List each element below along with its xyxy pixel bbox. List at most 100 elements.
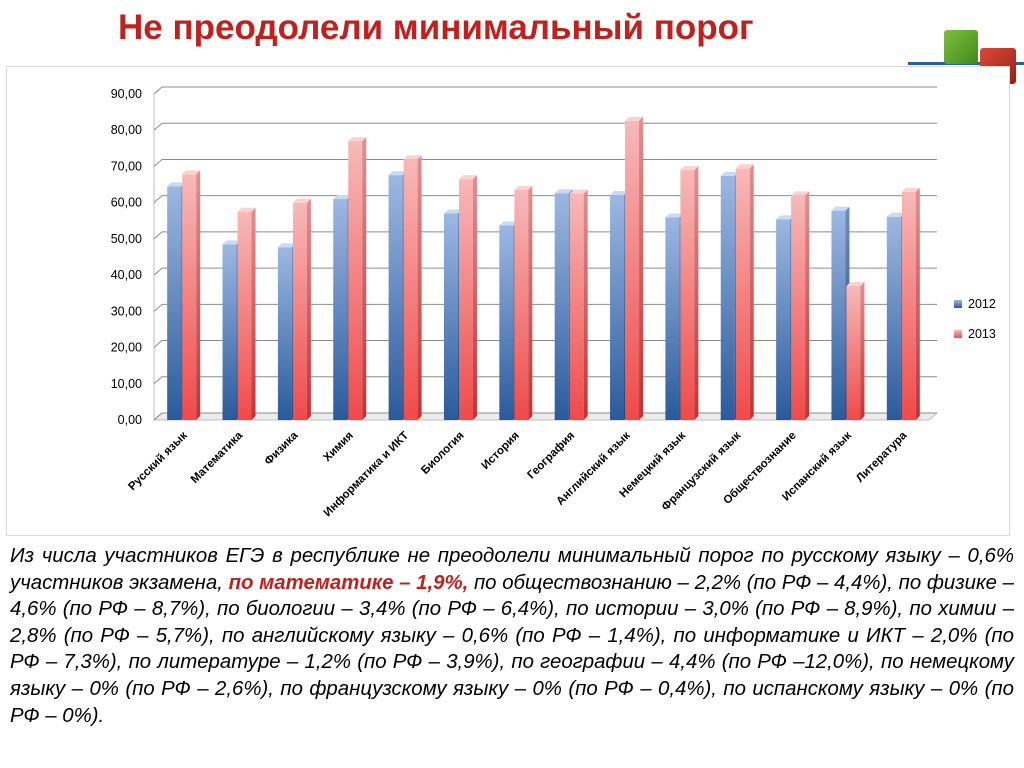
y-tick-label: 50,00 [111, 232, 142, 246]
legend-label-2012: 2012 [968, 297, 996, 311]
x-category-label: Математика [189, 429, 246, 486]
y-tick-label: 70,00 [111, 159, 142, 173]
bar-top-2013-7 [514, 185, 533, 190]
bar-2012-11 [720, 175, 735, 420]
gridline [153, 231, 937, 240]
bar-top-2013-14 [901, 187, 920, 192]
legend-swatch-2013 [954, 330, 962, 338]
bar-2012-12 [776, 219, 791, 420]
x-category-label: Физика [262, 429, 300, 467]
bar-top-2012-1 [167, 182, 186, 187]
bar-side-2013-5 [417, 155, 422, 420]
bar-2013-14 [901, 191, 916, 420]
bar-top-2013-13 [846, 281, 865, 286]
bar-top-2012-9 [610, 191, 629, 196]
bar-2013-3 [292, 202, 307, 420]
gridline [153, 86, 937, 95]
y-tick-label: 90,00 [111, 87, 142, 101]
y-tick-label: 10,00 [111, 377, 142, 391]
bar-side-2013-9 [639, 116, 644, 420]
bar-top-2013-11 [735, 164, 754, 169]
bar-top-2012-13 [831, 206, 850, 211]
bar-2012-9 [610, 195, 625, 420]
chart-floor [152, 412, 939, 421]
bar-2013-7 [514, 189, 529, 420]
gridline [153, 195, 937, 204]
bar-side-2013-8 [583, 189, 588, 420]
description-text: Из числа участников ЕГЭ в республике не … [10, 543, 1014, 729]
gridline [153, 376, 937, 385]
bar-side-2013-4 [362, 137, 367, 420]
bar-2013-2 [237, 211, 252, 420]
y-tick-label: 60,00 [111, 196, 142, 210]
bar-top-2012-2 [222, 240, 241, 245]
y-tick-label: 80,00 [111, 123, 142, 137]
bar-2013-6 [458, 179, 473, 420]
bar-top-2012-6 [443, 209, 462, 214]
bar-top-2013-5 [403, 155, 422, 160]
bar-top-2012-7 [499, 221, 518, 226]
bar-top-2012-8 [554, 189, 573, 194]
bar-side-2013-14 [915, 187, 920, 420]
description-highlight-math: по математике – 1,9%, [228, 571, 469, 594]
bar-2012-5 [388, 175, 403, 420]
bar-side-2013-11 [749, 164, 754, 420]
legend-label-2013: 2013 [968, 327, 996, 341]
description-part-1: Из числа участников ЕГЭ в республике не … [10, 545, 1014, 594]
y-tick-label: 40,00 [111, 268, 142, 282]
y-tick-label: 0,00 [118, 413, 142, 427]
bar-2012-8 [554, 193, 569, 420]
bar-2012-1 [167, 186, 182, 420]
bar-2012-2 [222, 244, 237, 420]
y-tick-label: 30,00 [111, 304, 142, 318]
bar-top-2012-12 [776, 215, 795, 220]
gridline [153, 158, 937, 167]
bar-top-2012-14 [886, 212, 905, 217]
bar-side-2013-1 [196, 170, 201, 420]
bar-top-2013-8 [569, 189, 588, 194]
bar-top-2012-5 [388, 171, 407, 176]
bar-top-2012-11 [720, 171, 739, 176]
bar-2013-8 [569, 193, 584, 420]
decor-green-square [944, 30, 978, 64]
gridline [153, 122, 937, 131]
bar-side-2013-12 [805, 191, 810, 420]
bar-2013-13 [846, 285, 861, 420]
bar-top-2012-10 [665, 213, 684, 218]
gridline [153, 267, 937, 276]
bar-2012-7 [499, 225, 514, 420]
bar-top-2013-6 [458, 175, 477, 180]
bar-top-2013-1 [182, 170, 201, 175]
bar-side-2013-10 [694, 166, 699, 420]
x-category-label: История [480, 430, 522, 472]
description-part-2: по обществознанию – 2,2% (по РФ – 4,4%),… [10, 571, 1014, 727]
bar-2012-10 [665, 217, 680, 420]
bar-chart: 0,00 10,00 20,00 30,00 40,00 50,00 60,00 70,00 8… [111, 86, 996, 519]
chart-panel: 0,00 10,00 20,00 30,00 40,00 50,00 60,00 70,00 8… [6, 66, 1010, 536]
x-category-label: Биология [419, 430, 466, 477]
bar-side-2013-7 [528, 185, 533, 420]
bar-side-2013-13 [860, 281, 865, 420]
bar-top-2013-12 [791, 191, 810, 196]
bar-2012-4 [333, 199, 348, 420]
bar-2013-5 [403, 159, 418, 420]
bar-top-2013-3 [292, 198, 311, 203]
bar-2013-9 [625, 120, 640, 420]
bar-2013-1 [182, 174, 197, 420]
bar-top-2013-2 [237, 207, 256, 212]
x-category-label: Литература [854, 429, 910, 485]
slide-title: Не преодолели минимальный порог [118, 8, 754, 47]
bar-2012-3 [277, 247, 292, 420]
bar-2012-6 [443, 213, 458, 420]
bar-2013-11 [735, 168, 750, 420]
gridline [153, 303, 937, 312]
bar-2012-13 [831, 210, 846, 420]
y-tick-label: 20,00 [111, 341, 142, 355]
bar-side-2013-2 [251, 207, 256, 420]
bar-top-2012-4 [333, 195, 352, 200]
bar-top-2013-4 [348, 137, 367, 142]
bar-top-2012-3 [277, 243, 296, 248]
bar-2013-4 [348, 141, 363, 420]
x-category-label: Химия [321, 430, 356, 465]
bar-top-2013-10 [680, 166, 699, 171]
